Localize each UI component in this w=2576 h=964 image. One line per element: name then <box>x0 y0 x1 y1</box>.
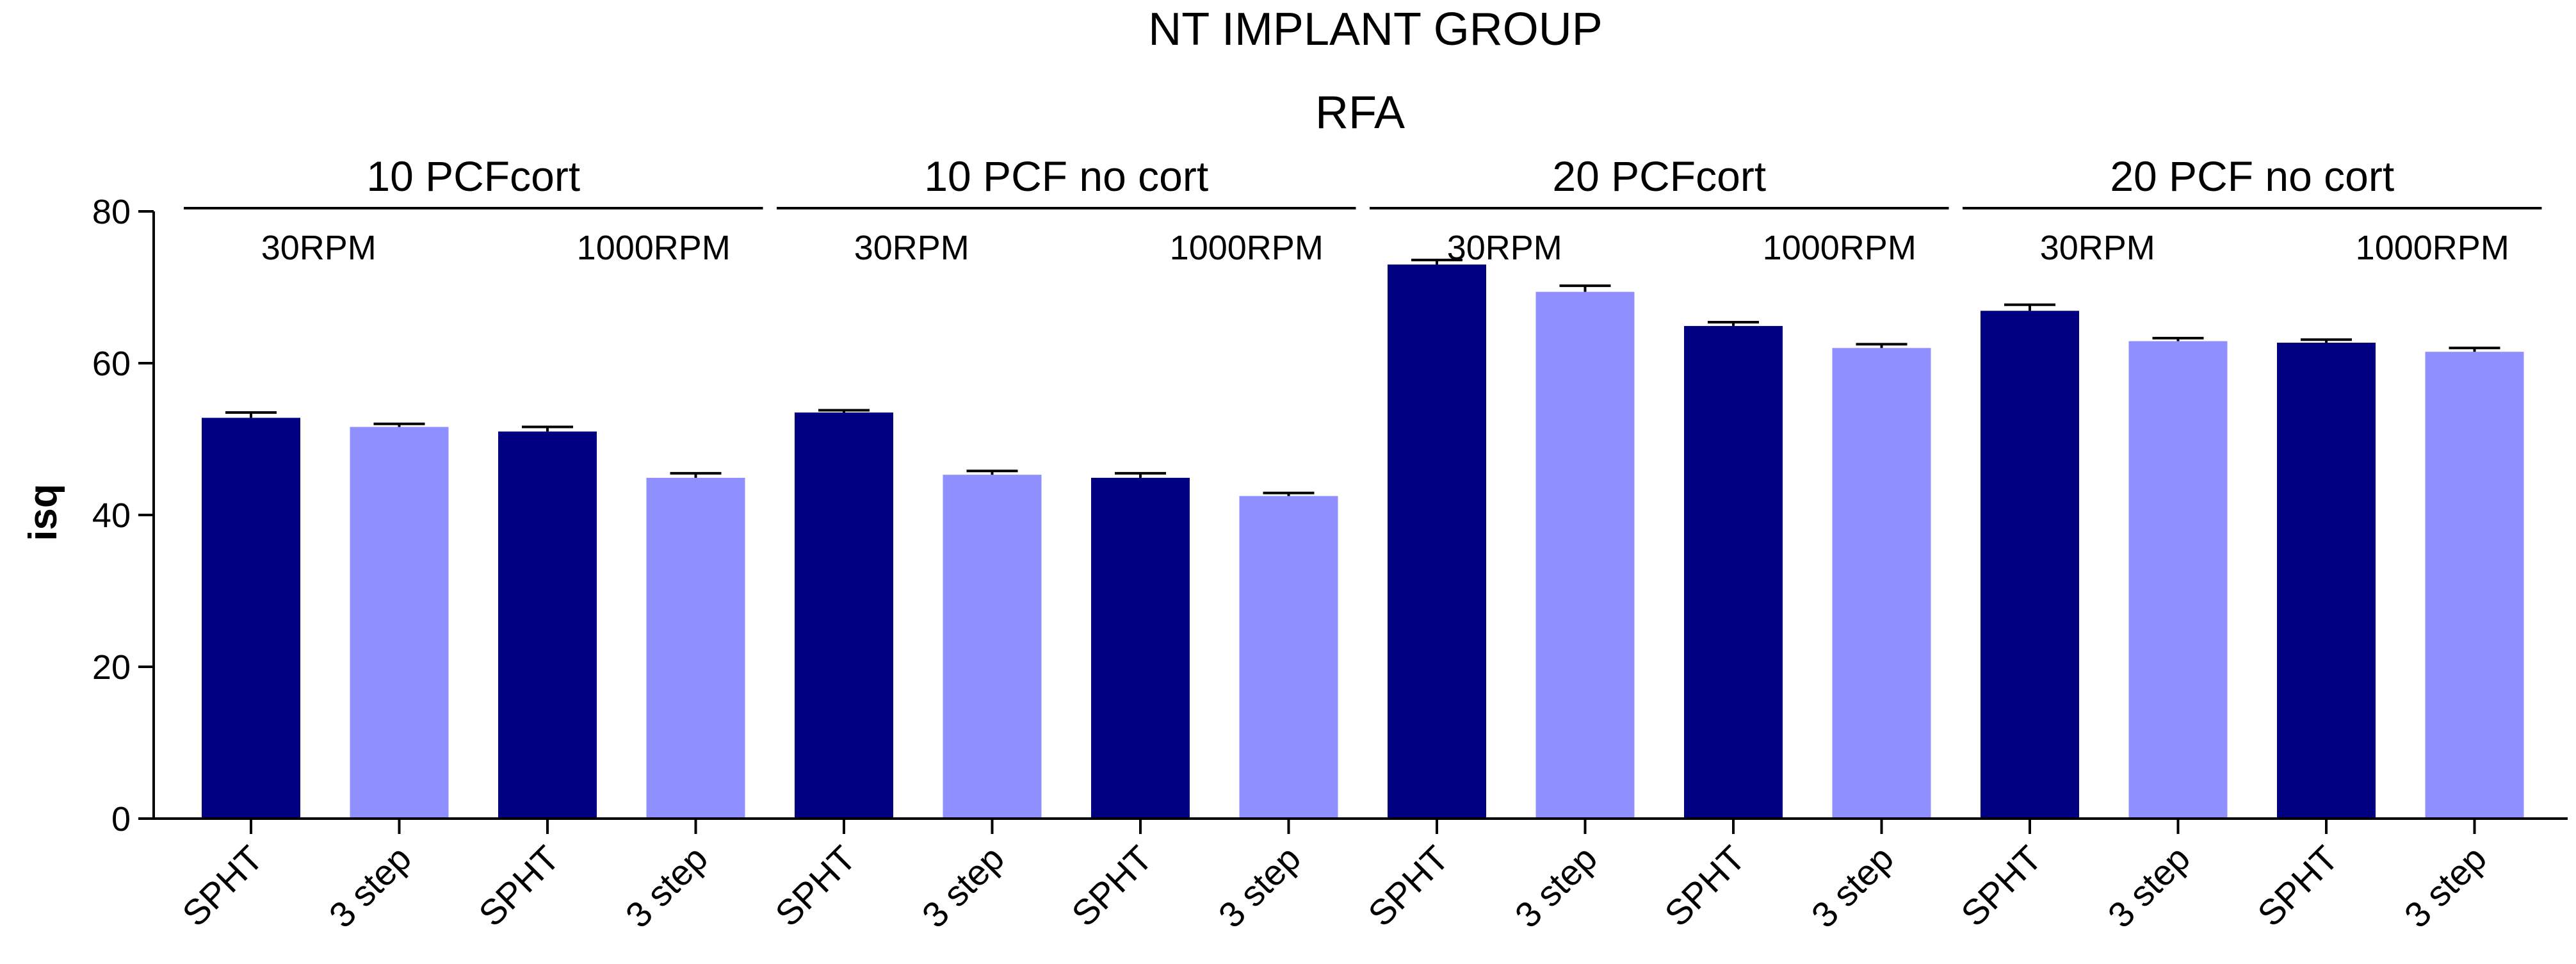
plot-area: 0 20 40 60 80 SPHT 3 step SPHT 3 step SPHT 3 step S… <box>92 152 2568 935</box>
x-tick-label: SPHT <box>1657 838 1753 934</box>
group-label: 20 PCF no cort <box>2110 152 2394 200</box>
y-tick-label: 0 <box>111 800 131 838</box>
x-tick-label: SPHT <box>1360 838 1456 934</box>
bar <box>795 413 893 819</box>
speed-label: 30RPM <box>2040 229 2155 267</box>
bar <box>498 431 597 819</box>
bar <box>646 477 745 819</box>
group-label: 10 PCFcort <box>366 152 580 200</box>
x-tick-label: SPHT <box>767 838 863 934</box>
group-label: 10 PCF no cort <box>924 152 1208 200</box>
y-tick-label: 60 <box>92 345 131 383</box>
bar <box>943 475 1042 819</box>
x-tick-label: SPHT <box>1953 838 2049 934</box>
bar <box>1239 496 1338 819</box>
speed-label: 30RPM <box>1447 229 1562 267</box>
x-tick-label: SPHT <box>471 838 567 934</box>
x-tick-label: SPHT <box>1064 838 1160 934</box>
x-tick-label: 3 step <box>1507 838 1605 935</box>
bar <box>2277 343 2376 819</box>
bar <box>1832 348 1931 819</box>
x-tick-label: 3 step <box>2100 838 2198 935</box>
chart-subtitle: RFA <box>1315 87 1405 138</box>
bar <box>1091 477 1190 819</box>
speed-label: 30RPM <box>261 229 377 267</box>
x-tick-label: SPHT <box>2249 838 2345 934</box>
group-label: 20 PCFcort <box>1552 152 1766 200</box>
bar <box>1535 291 1635 819</box>
x-tick-label: SPHT <box>174 838 270 934</box>
speed-label: 30RPM <box>854 229 969 267</box>
x-tick-label: 3 step <box>1211 838 1308 935</box>
y-axis-label: isq <box>21 484 65 541</box>
x-tick-label: 3 step <box>914 838 1012 935</box>
x-tick-label: 3 step <box>2397 838 2494 935</box>
y-tick-label: 80 <box>92 193 131 231</box>
y-tick-label: 40 <box>92 496 131 535</box>
bar <box>2128 341 2228 819</box>
y-tick-label: 20 <box>92 648 131 687</box>
bar <box>1981 311 2079 819</box>
speed-label: 1000RPM <box>1763 229 1916 267</box>
bar <box>202 418 300 819</box>
chart-title: NT IMPLANT GROUP <box>1148 4 1602 55</box>
bar <box>1388 264 1486 819</box>
x-tick-label: 3 step <box>1804 838 1901 935</box>
bar <box>2425 352 2524 819</box>
x-tick-label: 3 step <box>321 838 419 935</box>
speed-label: 1000RPM <box>577 229 731 267</box>
speed-label: 1000RPM <box>2356 229 2509 267</box>
speed-label: 1000RPM <box>1170 229 1324 267</box>
bar <box>350 427 449 819</box>
bar <box>1684 325 1783 819</box>
x-tick-label: 3 step <box>618 838 715 935</box>
